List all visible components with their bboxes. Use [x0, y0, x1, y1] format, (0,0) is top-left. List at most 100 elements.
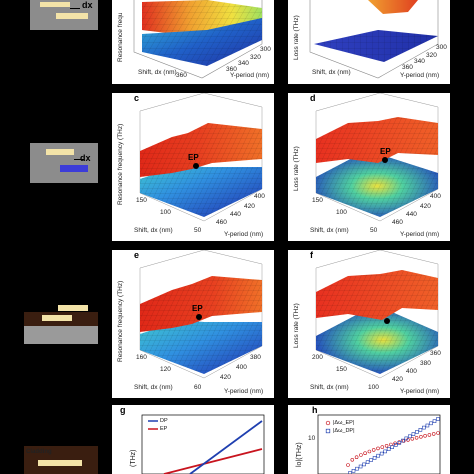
x-axis-label: Shift, dx (nm) [312, 69, 351, 76]
legend-dp: |Δω_DP| [333, 428, 355, 434]
y-tick-10: 10 [308, 435, 316, 442]
surface-plot-c [139, 93, 263, 222]
dp-marker [351, 469, 356, 473]
x-tick-50: 50 [194, 227, 202, 234]
legend-swatch-ep [325, 420, 331, 426]
ep-label: EP [380, 147, 391, 156]
x-axis-label: Shift, dx (nm) [310, 384, 349, 391]
plot-frame [317, 414, 441, 474]
x-tick-100: 100 [368, 384, 379, 391]
y-tick-300: 300 [260, 46, 271, 53]
y-tick-360: 360 [402, 64, 413, 71]
lower-bar [56, 13, 88, 19]
upper-bar [40, 2, 70, 7]
panel-letter-f: f [310, 250, 313, 260]
y-tick-380: 380 [250, 354, 261, 361]
y-tick-360: 360 [226, 66, 237, 73]
y-tick-380: 380 [420, 360, 431, 367]
x-tick-360: 360 [176, 72, 187, 79]
z-axis-label: Loss rate (THz) [293, 15, 300, 60]
y-axis-label: Y-period (nm) [230, 72, 270, 79]
x-tick-100: 100 [336, 209, 347, 216]
ep-marker [367, 449, 372, 454]
x-axis-label: Shift, dx (nm) [134, 384, 173, 391]
ep-marker [401, 439, 406, 443]
lower-sheet-mesh [314, 30, 438, 62]
ep-marker [431, 432, 436, 436]
y-tick-440: 440 [230, 211, 241, 218]
x-tick-50: 50 [370, 227, 378, 234]
lower-sheet-mesh [140, 320, 262, 374]
y-axis-label: Y-period (nm) [224, 388, 264, 395]
dp-marker [429, 421, 433, 426]
dp-marker [422, 425, 426, 430]
dp-marker [404, 436, 409, 441]
y-tick-400: 400 [236, 364, 247, 371]
ep-marker [359, 453, 363, 457]
y-tick-400: 400 [406, 368, 417, 375]
x-tick-200: 200 [312, 354, 323, 361]
dp-marker [394, 443, 398, 447]
panel-letter-d: d [310, 93, 316, 103]
dp-marker [358, 464, 363, 469]
ep-label: EP [192, 304, 203, 313]
lower-sheet-mesh [142, 18, 262, 66]
dp-marker [401, 438, 405, 443]
y-tick-320: 320 [426, 52, 437, 59]
z-axis-label: Resonance frequ [117, 12, 124, 62]
ep-marker [350, 457, 355, 462]
dp-marker [411, 432, 416, 436]
x-tick-150: 150 [336, 366, 347, 373]
y-tick-440: 440 [406, 211, 417, 218]
dx-label: dx [80, 153, 91, 163]
dx-arrow [70, 8, 80, 9]
panel-letter-g: g [120, 405, 126, 415]
panel-f: f Loss rate (THz) 200 150 100 Shift, dx … [288, 250, 450, 398]
y-tick-340: 340 [238, 60, 249, 67]
lower-sheet-mesh [316, 312, 438, 374]
ep-marker [346, 463, 350, 467]
panel-letter-c: c [134, 93, 140, 103]
axis-box [309, 0, 439, 79]
dp-line [189, 420, 263, 474]
upper-sheet-mesh [140, 123, 262, 177]
ep-marker [354, 455, 359, 460]
schematic-row4: Cladding [24, 446, 98, 474]
dp-marker [383, 449, 387, 454]
y-axis-label: Y-period (nm) [400, 72, 440, 79]
surface-plot-e [139, 250, 263, 379]
legend-ep: |Δω_EP| [333, 420, 355, 426]
upper-sheet-mesh [316, 117, 438, 163]
ep-marker [193, 163, 199, 169]
lower-sheet-mesh [140, 165, 262, 217]
ep-line [163, 448, 263, 474]
x-tick-150: 150 [136, 197, 147, 204]
ep-marker [436, 431, 440, 435]
legend-ep: EP [160, 426, 168, 432]
y-axis-label: Y-period (nm) [224, 231, 264, 238]
ep-marker [427, 433, 432, 437]
panel-e: e EP Resonance frequency (THz) 160 120 6… [112, 250, 274, 398]
schematic-row3 [24, 302, 98, 344]
panel-b: Loss rate (THz) Shift, dx (nm) Y-period … [288, 0, 450, 84]
dp-marker [425, 423, 430, 428]
y-tick-420: 420 [392, 376, 403, 383]
x-axis-label: Shift, dx (nm) [310, 227, 349, 234]
line-plot-g [141, 414, 265, 474]
x-axis-label: Shift, dx (nm) [134, 227, 173, 234]
y-tick-320: 320 [250, 54, 261, 61]
dp-marker [418, 427, 423, 432]
ep-marker [380, 445, 385, 449]
panel-a: Resonance frequ Shift, dx (nm) 360 Y-per… [112, 0, 274, 84]
ep-label: EP [188, 153, 199, 162]
dp-marker [436, 417, 440, 421]
dp-marker [386, 447, 391, 452]
upper-sheet-mesh [316, 270, 438, 320]
y-tick-460: 460 [392, 219, 403, 226]
surface-plot-a [133, 0, 263, 79]
substrate [24, 326, 98, 344]
z-axis-label: Loss rate (THz) [293, 303, 300, 348]
dp-markers [348, 417, 440, 474]
dp-marker [379, 451, 384, 456]
y-tick-400: 400 [430, 193, 441, 200]
